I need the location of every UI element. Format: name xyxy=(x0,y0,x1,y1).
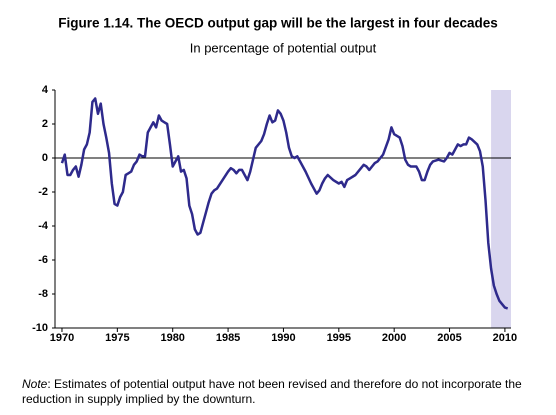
y-tick-label: -8 xyxy=(38,288,48,300)
y-tick-label: 4 xyxy=(42,84,49,96)
x-tick-label: 2010 xyxy=(493,332,517,344)
x-tick-label: 1990 xyxy=(271,332,295,344)
y-tick-label: -2 xyxy=(38,186,48,198)
x-tick-label: 1995 xyxy=(327,332,351,344)
chart: Figure 1.14. The OECD output gap will be… xyxy=(32,16,517,344)
chart-subtitle: In percentage of potential output xyxy=(190,40,377,55)
x-tick-label: 1975 xyxy=(105,332,129,344)
x-tick-label: 1980 xyxy=(160,332,184,344)
y-tick-label: 0 xyxy=(42,152,48,164)
chart-title: Figure 1.14. The OECD output gap will be… xyxy=(58,16,498,31)
note-text: : Estimates of potential output have not… xyxy=(22,377,522,406)
note: Note: Estimates of potential output have… xyxy=(22,377,552,407)
y-tick-label: -6 xyxy=(38,254,48,266)
x-tick-label: 2005 xyxy=(437,332,461,344)
x-tick-label: 1970 xyxy=(50,332,74,344)
series-line xyxy=(60,97,509,310)
y-tick-label: 2 xyxy=(42,118,48,130)
forecast-shade xyxy=(491,90,511,328)
x-tick-label: 2000 xyxy=(382,332,406,344)
x-tick-label: 1985 xyxy=(216,332,240,344)
y-tick-label: -10 xyxy=(32,322,48,334)
y-tick-label: -4 xyxy=(38,220,49,232)
note-label: Note xyxy=(22,377,48,391)
